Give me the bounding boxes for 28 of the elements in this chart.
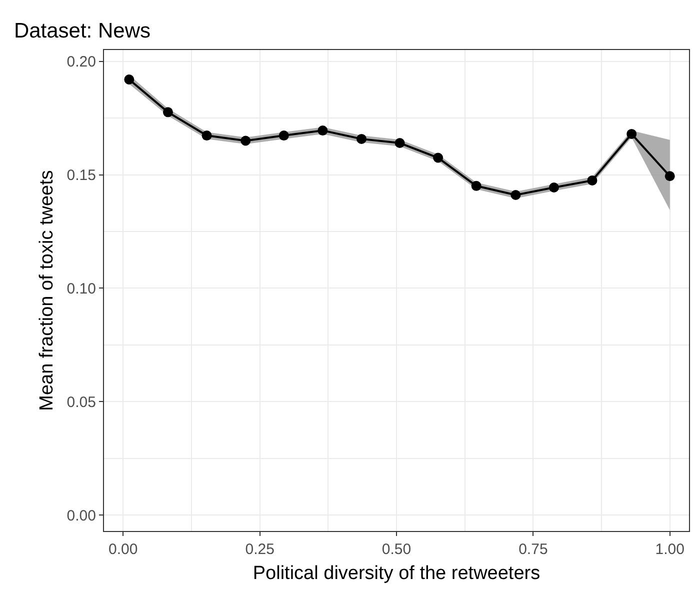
point <box>278 130 289 141</box>
x-axis-title: Political diversity of the retweeters <box>252 562 540 584</box>
y-tick-label: 0.10 <box>66 280 96 298</box>
point <box>587 175 598 186</box>
point <box>318 126 328 136</box>
point <box>664 171 675 182</box>
point <box>510 190 521 200</box>
point <box>240 136 251 146</box>
point <box>124 74 134 84</box>
x-tick-label: 0.75 <box>518 541 548 558</box>
y-axis-title: Mean fraction of toxic tweets <box>36 170 58 411</box>
x-tick-label: 1.00 <box>655 541 684 558</box>
y-tick-label: 0.20 <box>66 54 96 71</box>
y-tick-label: 0.15 <box>66 167 96 184</box>
point <box>433 152 444 163</box>
x-tick-label: 0.50 <box>382 541 412 558</box>
x-tick-label: 0.25 <box>245 541 274 558</box>
x-tick-label: 0.00 <box>108 541 138 558</box>
point <box>394 138 405 148</box>
y-tick-label: 0.00 <box>66 507 96 524</box>
point <box>356 134 367 144</box>
point <box>202 130 212 141</box>
y-tick-label: 0.05 <box>66 394 96 411</box>
point <box>471 180 482 191</box>
point <box>548 182 559 192</box>
point <box>626 128 637 139</box>
chart-title: Dataset: News <box>14 20 151 43</box>
point <box>162 107 173 118</box>
